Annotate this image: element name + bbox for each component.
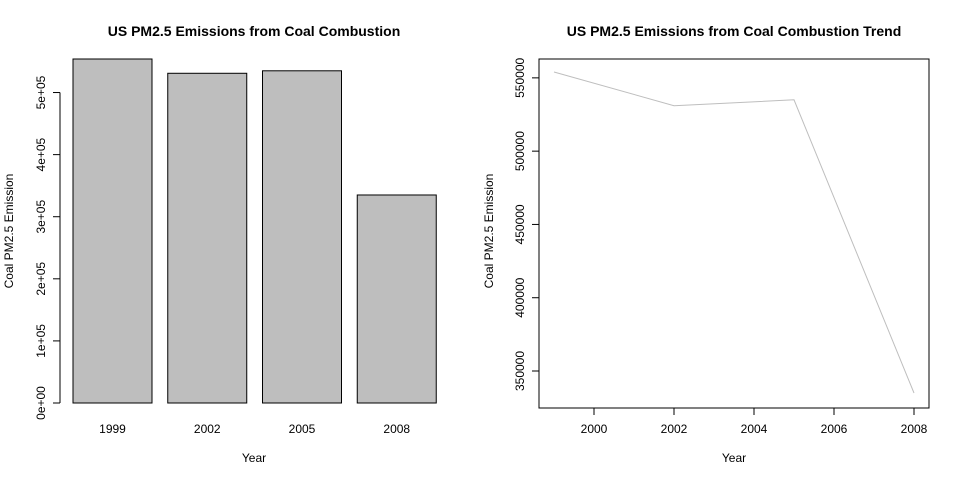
bar — [72, 58, 153, 404]
line-chart-y-label: Coal PM2.5 Emission — [482, 174, 496, 289]
bar-x-tick-label: 2005 — [289, 422, 316, 436]
line-chart-title: US PM2.5 Emissions from Coal Combustion … — [567, 23, 902, 39]
bar-x-tick-label: 2008 — [383, 422, 410, 436]
line-y-tick-label: 450000 — [513, 204, 527, 244]
bar-chart-y-label: Coal PM2.5 Emission — [2, 174, 16, 289]
line-chart-series — [553, 71, 915, 394]
line-y-tick-label: 400000 — [513, 277, 527, 317]
bar — [167, 72, 248, 404]
line-x-tick-label: 2000 — [581, 422, 608, 436]
bar-y-tick-label: 2e+05 — [34, 262, 48, 296]
line-y-tick-label: 500000 — [513, 131, 527, 171]
bar-x-tick-label: 2002 — [194, 422, 221, 436]
bar-y-tick-label: 4e+05 — [34, 137, 48, 171]
bar-chart-panel: US PM2.5 Emissions from Coal Combustion … — [2, 23, 437, 465]
line-x-tick-label: 2008 — [901, 422, 928, 436]
bar-chart-x-label: Year — [242, 451, 266, 465]
line-chart-panel: US PM2.5 Emissions from Coal Combustion … — [482, 23, 930, 465]
bar-y-tick-label: 5e+05 — [34, 75, 48, 109]
line-x-tick-label: 2002 — [661, 422, 688, 436]
bar-y-tick-label: 3e+05 — [34, 200, 48, 234]
bar — [356, 194, 437, 404]
bar-chart-bars — [72, 58, 437, 404]
bar-chart-title: US PM2.5 Emissions from Coal Combustion — [108, 23, 401, 39]
line-y-tick-label: 550000 — [513, 58, 527, 98]
line-series-path — [553, 71, 915, 394]
bar-chart-y-axis: 0e+00 1e+05 2e+05 3e+05 4e+05 5e+05 — [34, 75, 61, 420]
line-x-tick-label: 2004 — [741, 422, 768, 436]
line-y-tick-label: 350000 — [513, 351, 527, 391]
bar-y-tick-label: 0e+00 — [34, 386, 48, 420]
line-x-tick-label: 2006 — [821, 422, 848, 436]
bar-x-tick-label: 1999 — [99, 422, 126, 436]
bar-y-tick-label: 1e+05 — [34, 324, 48, 358]
line-chart-x-axis: 2000 2002 2004 2006 2008 — [581, 408, 928, 436]
line-chart-x-label: Year — [722, 451, 746, 465]
bar — [262, 70, 342, 404]
line-chart-y-axis: 350000 400000 450000 500000 550000 — [513, 58, 539, 391]
line-chart-plot-box — [538, 58, 930, 409]
bar-chart-x-ticks: 1999 2002 2005 2008 — [99, 422, 410, 436]
